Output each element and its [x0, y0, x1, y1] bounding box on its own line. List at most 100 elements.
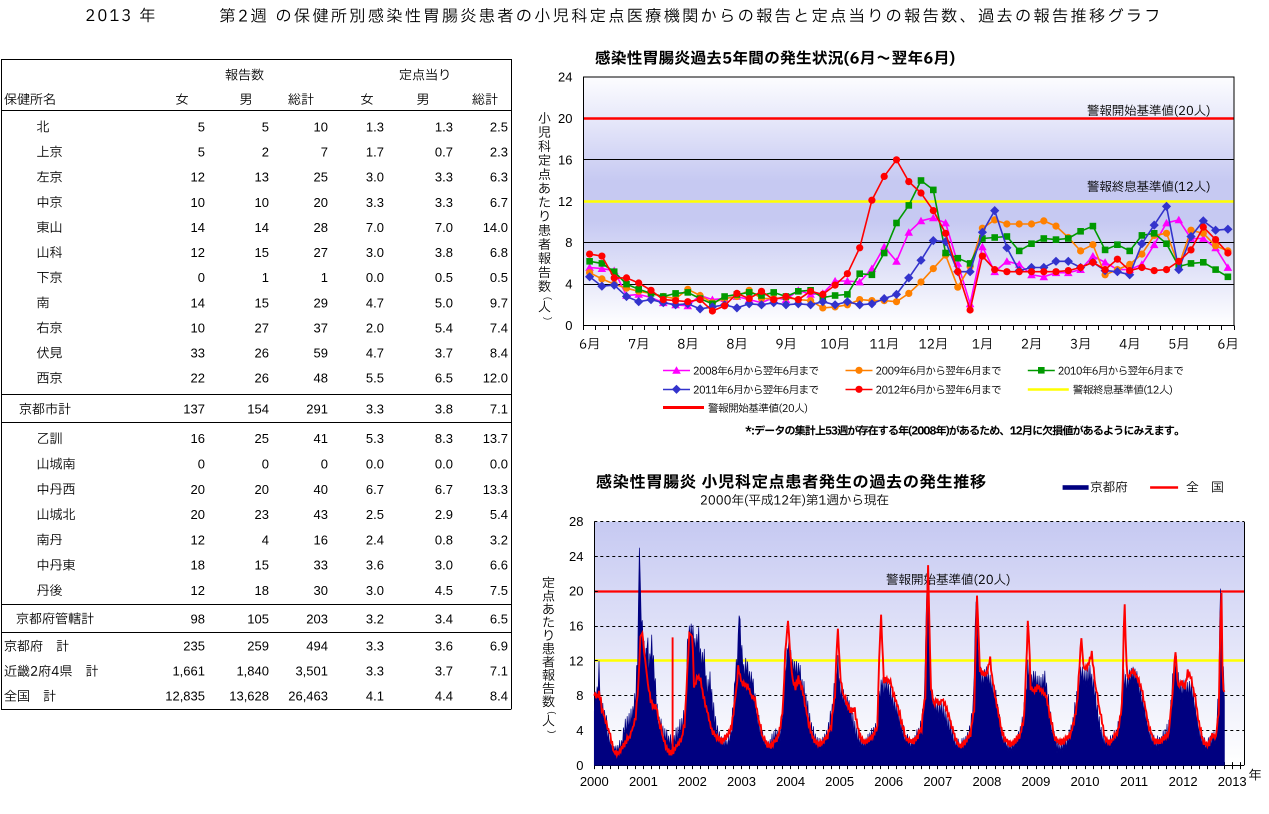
svg-text:16: 16 — [569, 619, 583, 634]
svg-text:4.7: 4.7 — [366, 346, 384, 361]
svg-text:10: 10 — [191, 195, 205, 210]
svg-text:0: 0 — [576, 758, 583, 773]
svg-text:8.3: 8.3 — [435, 431, 453, 446]
svg-text:28: 28 — [569, 514, 583, 529]
svg-text:0.5: 0.5 — [435, 270, 453, 285]
svg-text:2.5: 2.5 — [490, 119, 508, 134]
svg-text:0.5: 0.5 — [490, 270, 508, 285]
svg-text:3.3: 3.3 — [366, 639, 384, 654]
svg-text:23: 23 — [255, 507, 269, 522]
svg-text:26: 26 — [255, 371, 269, 386]
svg-text:7.0: 7.0 — [435, 220, 453, 235]
svg-text:3.7: 3.7 — [435, 346, 453, 361]
svg-text:26,463: 26,463 — [288, 689, 328, 704]
svg-text:3.0: 3.0 — [366, 245, 384, 260]
svg-text:2010: 2010 — [1071, 774, 1100, 789]
svg-text:3.2: 3.2 — [366, 611, 384, 626]
svg-text:5.4: 5.4 — [490, 507, 508, 522]
svg-text:5.4: 5.4 — [435, 320, 453, 335]
svg-text:7: 7 — [321, 145, 328, 160]
svg-text:2.9: 2.9 — [435, 507, 453, 522]
svg-text:6.7: 6.7 — [366, 482, 384, 497]
svg-text:12: 12 — [558, 194, 572, 209]
svg-text:20: 20 — [255, 482, 269, 497]
svg-text:8: 8 — [565, 235, 572, 250]
svg-text:14: 14 — [191, 220, 205, 235]
svg-text:235: 235 — [183, 639, 205, 654]
svg-text:1,840: 1,840 — [236, 664, 269, 679]
svg-text:9.7: 9.7 — [490, 295, 508, 310]
svg-text:137: 137 — [183, 402, 205, 417]
svg-text:7.1: 7.1 — [490, 402, 508, 417]
svg-text:0.0: 0.0 — [366, 270, 384, 285]
svg-text:0.0: 0.0 — [435, 457, 453, 472]
svg-text:3.8: 3.8 — [435, 245, 453, 260]
svg-text:2.3: 2.3 — [490, 145, 508, 160]
svg-text:105: 105 — [247, 611, 269, 626]
svg-text:203: 203 — [306, 611, 328, 626]
svg-text:28: 28 — [314, 220, 328, 235]
svg-text:12.0: 12.0 — [483, 371, 508, 386]
svg-text:30: 30 — [314, 583, 328, 598]
svg-text:27: 27 — [314, 245, 328, 260]
svg-text:2001: 2001 — [629, 774, 658, 789]
svg-text:2004: 2004 — [776, 774, 805, 789]
svg-text:15: 15 — [255, 295, 269, 310]
svg-text:41: 41 — [314, 431, 328, 446]
svg-text:13.7: 13.7 — [483, 431, 508, 446]
svg-text:4.5: 4.5 — [435, 583, 453, 598]
svg-text:20: 20 — [558, 111, 572, 126]
svg-text:48: 48 — [314, 371, 328, 386]
svg-text:1: 1 — [321, 270, 328, 285]
svg-text:1.3: 1.3 — [366, 119, 384, 134]
svg-text:15: 15 — [255, 558, 269, 573]
svg-text:2003: 2003 — [727, 774, 756, 789]
svg-text:7.4: 7.4 — [490, 320, 508, 335]
svg-text:0: 0 — [321, 457, 328, 472]
svg-text:6.3: 6.3 — [490, 170, 508, 185]
svg-text:20: 20 — [314, 195, 328, 210]
svg-text:27: 27 — [255, 320, 269, 335]
svg-text:10: 10 — [191, 320, 205, 335]
svg-text:5.0: 5.0 — [435, 295, 453, 310]
svg-text:2002: 2002 — [678, 774, 707, 789]
svg-text:1: 1 — [262, 270, 269, 285]
svg-text:16: 16 — [558, 152, 572, 167]
svg-text:6.5: 6.5 — [490, 611, 508, 626]
svg-text:14: 14 — [191, 295, 205, 310]
svg-text:14.0: 14.0 — [483, 220, 508, 235]
svg-text:10: 10 — [314, 119, 328, 134]
svg-text:12: 12 — [191, 170, 205, 185]
svg-text:4: 4 — [576, 723, 583, 738]
svg-text:24: 24 — [558, 70, 572, 85]
svg-text:7.5: 7.5 — [490, 583, 508, 598]
svg-text:2012: 2012 — [1169, 774, 1198, 789]
svg-text:25: 25 — [314, 170, 328, 185]
svg-text:8.4: 8.4 — [490, 689, 508, 704]
svg-text:2005: 2005 — [825, 774, 854, 789]
svg-text:0.7: 0.7 — [435, 145, 453, 160]
svg-text:0: 0 — [262, 457, 269, 472]
svg-text:59: 59 — [314, 346, 328, 361]
svg-text:4.4: 4.4 — [435, 689, 453, 704]
svg-text:18: 18 — [191, 558, 205, 573]
svg-text:3.7: 3.7 — [435, 664, 453, 679]
svg-text:3.8: 3.8 — [435, 402, 453, 417]
svg-text:5: 5 — [262, 119, 269, 134]
svg-text:1.7: 1.7 — [366, 145, 384, 160]
svg-text:3,501: 3,501 — [295, 664, 328, 679]
svg-text:24: 24 — [569, 549, 583, 564]
svg-text:6.7: 6.7 — [490, 195, 508, 210]
svg-text:13.3: 13.3 — [483, 482, 508, 497]
svg-text:6.9: 6.9 — [490, 639, 508, 654]
svg-text:20: 20 — [191, 507, 205, 522]
svg-text:98: 98 — [191, 611, 205, 626]
svg-text:2.5: 2.5 — [366, 507, 384, 522]
svg-text:12: 12 — [191, 532, 205, 547]
svg-text:1.3: 1.3 — [435, 119, 453, 134]
svg-text:3.3: 3.3 — [366, 664, 384, 679]
svg-text:20: 20 — [569, 584, 583, 599]
svg-text:2006: 2006 — [874, 774, 903, 789]
svg-text:26: 26 — [255, 346, 269, 361]
svg-text:2011: 2011 — [1120, 774, 1148, 789]
